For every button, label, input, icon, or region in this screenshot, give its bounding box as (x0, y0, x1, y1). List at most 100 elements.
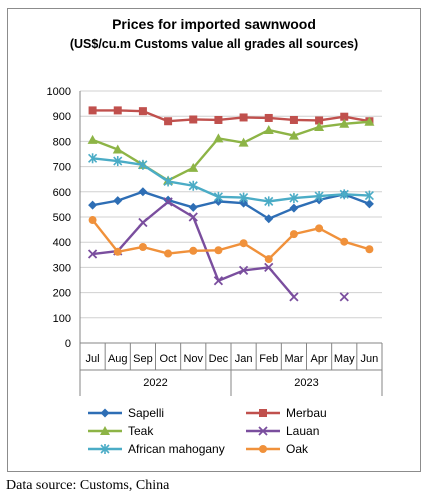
legend-item-teak: Teak (88, 424, 154, 438)
series-line-merbau (92, 109, 370, 123)
x-tick-label: Dec (209, 353, 229, 365)
y-tick-label: 0 (65, 338, 71, 350)
x-tick-label: Nov (183, 353, 203, 365)
y-tick-label: 400 (53, 237, 71, 249)
data-point-lauan (138, 217, 148, 228)
legend-marker (258, 426, 268, 436)
chart-frame (7, 8, 421, 472)
chart-title: Prices for imported sawnwood (112, 16, 316, 32)
x-group-label: 2022 (143, 377, 167, 389)
chart-subtitle: (US$/cu.m Customs value all grades all s… (69, 37, 359, 51)
legend-marker (100, 408, 110, 418)
x-tick-label: Feb (259, 353, 278, 365)
data-point-merbau (138, 107, 147, 116)
legend-item-sapelli: Sapelli (88, 406, 164, 420)
data-point-lauan (163, 197, 173, 207)
y-tick-label: 200 (53, 288, 71, 300)
series-line-african-mahogany (92, 157, 370, 203)
y-tick-label: 500 (53, 212, 71, 224)
data-point-lauan (213, 276, 224, 286)
x-tick-label: Jan (235, 353, 253, 365)
data-point-teak (188, 162, 199, 172)
data-point-teak (213, 133, 224, 143)
data-point-african-mahogany (364, 190, 374, 201)
data-point-teak (288, 130, 299, 140)
legend-item-oak: Oak (246, 442, 309, 456)
y-tick-label: 800 (53, 136, 71, 148)
data-point-african-mahogany (88, 153, 98, 164)
data-point-oak (340, 237, 349, 246)
x-group-label: 2023 (294, 377, 318, 389)
series-line-sapelli (92, 190, 370, 220)
data-point-oak (113, 247, 122, 256)
x-tick-label: Jun (361, 353, 379, 365)
data-point-lauan (238, 265, 249, 276)
data-point-merbau (164, 117, 173, 126)
y-tick-label: 1000 (47, 86, 71, 98)
legend-marker (259, 445, 267, 453)
x-tick-label: Sep (133, 353, 153, 365)
data-point-lauan (188, 212, 198, 222)
data-point-sapelli (188, 202, 198, 212)
legend-item-merbau: Merbau (246, 406, 327, 420)
data-point-teak (339, 118, 350, 128)
data-point-lauan (339, 292, 349, 302)
legend-marker (259, 409, 267, 417)
data-point-oak (315, 224, 324, 233)
data-point-african-mahogany (289, 193, 299, 204)
data-point-sapelli (88, 200, 98, 210)
axes: 0 100 200 300 400 500 600 700 800 900 1000 Jul Aug Se… (47, 86, 383, 396)
data-point-oak (239, 239, 248, 248)
data-point-sapelli (289, 203, 299, 213)
data-point-teak (314, 122, 325, 132)
y-tick-label: 900 (53, 111, 71, 123)
x-tick-label: Apr (311, 353, 328, 365)
y-tick-label: 100 (53, 313, 71, 325)
data-point-sapelli (113, 196, 123, 206)
title-block: Prices for imported sawnwood (US$/cu.m C… (7, 14, 421, 54)
series-merbau (88, 106, 374, 126)
x-tick-label: May (334, 353, 355, 365)
data-point-lauan (289, 292, 299, 302)
legend-marker (100, 426, 110, 435)
data-point-african-mahogany (163, 176, 173, 187)
data-point-oak (264, 255, 273, 264)
series-teak (87, 116, 375, 185)
data-point-oak (214, 246, 223, 255)
legend-label: Lauan (286, 424, 319, 438)
x-tick-label: Mar (284, 353, 303, 365)
data-point-oak (138, 242, 147, 251)
data-point-oak (164, 249, 173, 258)
data-point-african-mahogany (239, 192, 249, 203)
x-tick-label: Oct (160, 353, 177, 365)
legend-item-lauan: Lauan (246, 424, 319, 438)
data-point-merbau (113, 106, 122, 115)
data-point-teak (238, 137, 249, 147)
data-point-african-mahogany (113, 156, 123, 167)
data-point-african-mahogany (138, 159, 148, 170)
data-point-lauan (264, 262, 274, 273)
data-point-teak (112, 144, 123, 154)
y-tick-label: 300 (53, 262, 71, 274)
x-tick-label: Jul (86, 353, 100, 365)
data-point-sapelli (138, 187, 148, 197)
y-tick-label: 700 (53, 162, 71, 174)
data-point-merbau (289, 115, 298, 124)
data-point-african-mahogany (314, 191, 324, 202)
data-point-merbau (315, 116, 324, 125)
data-point-oak (189, 246, 198, 255)
data-point-oak (365, 245, 374, 254)
source-note: Data source: Customs, China (6, 478, 170, 493)
legend-label: Oak (286, 442, 309, 456)
legend-label: Merbau (286, 406, 327, 420)
data-point-sapelli (364, 199, 374, 209)
legend-label: Sapelli (128, 406, 164, 420)
data-point-african-mahogany (213, 191, 223, 202)
series-line-teak (92, 120, 370, 182)
series-african-mahogany (88, 153, 374, 207)
gridlines (80, 90, 382, 319)
data-point-african-mahogany (339, 189, 349, 200)
legend: Sapelli Merbau Teak Lauan African mahogany Oa… (88, 406, 327, 456)
data-point-merbau (264, 113, 273, 122)
